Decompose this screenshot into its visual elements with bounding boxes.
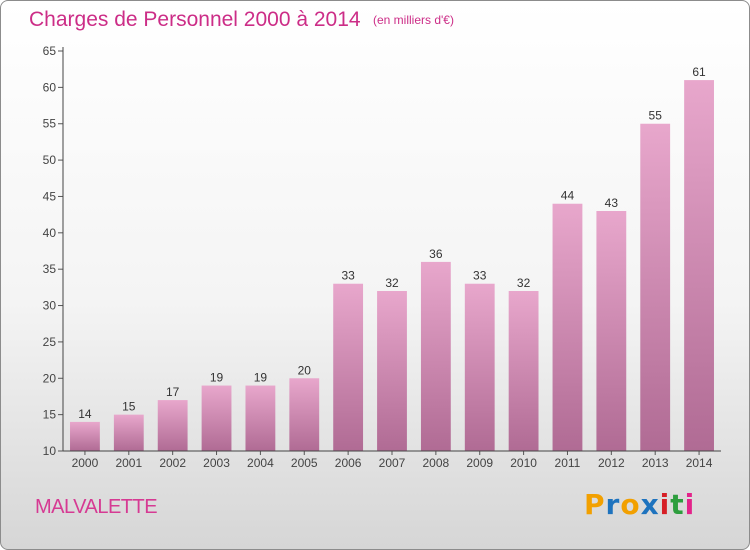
bar — [113, 414, 144, 451]
x-tick-label: 2003 — [203, 456, 230, 470]
y-tick-label: 40 — [43, 226, 57, 240]
y-tick-label: 20 — [43, 371, 57, 385]
y-tick-label: 10 — [43, 444, 57, 458]
x-tick-label: 2007 — [379, 456, 406, 470]
y-tick-label: 50 — [43, 153, 57, 167]
bar — [420, 261, 451, 451]
data-label: 14 — [78, 407, 92, 421]
bar — [377, 291, 407, 451]
data-label: 61 — [692, 65, 706, 79]
bar — [289, 378, 320, 451]
bar — [640, 123, 671, 452]
bar — [552, 203, 583, 451]
x-tick-label: 2010 — [510, 456, 537, 470]
logo-letter: i — [684, 488, 696, 521]
logo-letter: t — [670, 488, 685, 521]
data-label: 15 — [122, 400, 136, 414]
commune-name: MALVALETTE — [35, 496, 158, 518]
y-tick-label: 25 — [43, 335, 57, 349]
proxiti-logo: Proxiti — [584, 488, 695, 521]
y-tick-label: 30 — [43, 299, 57, 313]
x-tick-label: 2005 — [291, 456, 318, 470]
x-tick-label: 2001 — [115, 456, 142, 470]
y-tick-label: 55 — [43, 117, 57, 131]
x-tick-label: 2002 — [159, 456, 186, 470]
y-tick-label: 65 — [43, 44, 57, 58]
bar — [245, 385, 276, 451]
chart-title: Charges de Personnel 2000 à 2014 — [29, 8, 361, 31]
logo-letter: r — [605, 488, 621, 521]
data-label: 19 — [210, 371, 224, 385]
data-label: 17 — [166, 385, 180, 399]
logo-letter: x — [640, 488, 660, 521]
x-tick-label: 2009 — [466, 456, 493, 470]
chart-subtitle: (en milliers d'€) — [373, 13, 454, 27]
bar — [157, 400, 188, 451]
y-tick-label: 45 — [43, 189, 57, 203]
x-tick-label: 2013 — [642, 456, 669, 470]
data-label: 33 — [473, 269, 487, 283]
bar — [596, 211, 627, 451]
logo-letter: i — [659, 488, 671, 521]
data-label: 19 — [254, 371, 268, 385]
data-label: 55 — [649, 109, 663, 123]
data-label: 43 — [605, 196, 619, 210]
x-tick-label: 2012 — [598, 456, 625, 470]
bar — [333, 283, 364, 451]
data-label: 33 — [341, 269, 355, 283]
data-label: 32 — [385, 276, 399, 290]
logo-letter: P — [584, 488, 606, 521]
data-label: 44 — [561, 189, 575, 203]
bar — [70, 421, 100, 451]
x-tick-label: 2011 — [555, 456, 581, 470]
data-label: 20 — [298, 363, 312, 377]
bar — [508, 291, 539, 451]
data-label: 32 — [517, 276, 531, 290]
x-tick-label: 2004 — [247, 456, 274, 470]
x-tick-label: 2008 — [423, 456, 450, 470]
data-label: 36 — [429, 247, 443, 261]
bar — [464, 283, 495, 451]
x-tick-label: 2000 — [72, 456, 99, 470]
y-tick-label: 35 — [43, 262, 57, 276]
y-tick-label: 15 — [43, 408, 57, 422]
y-tick-label: 60 — [43, 80, 57, 94]
bar — [684, 80, 714, 451]
x-tick-label: 2006 — [335, 456, 362, 470]
bar — [201, 385, 232, 451]
logo-letter: o — [620, 488, 641, 521]
x-tick-label: 2014 — [686, 456, 713, 470]
